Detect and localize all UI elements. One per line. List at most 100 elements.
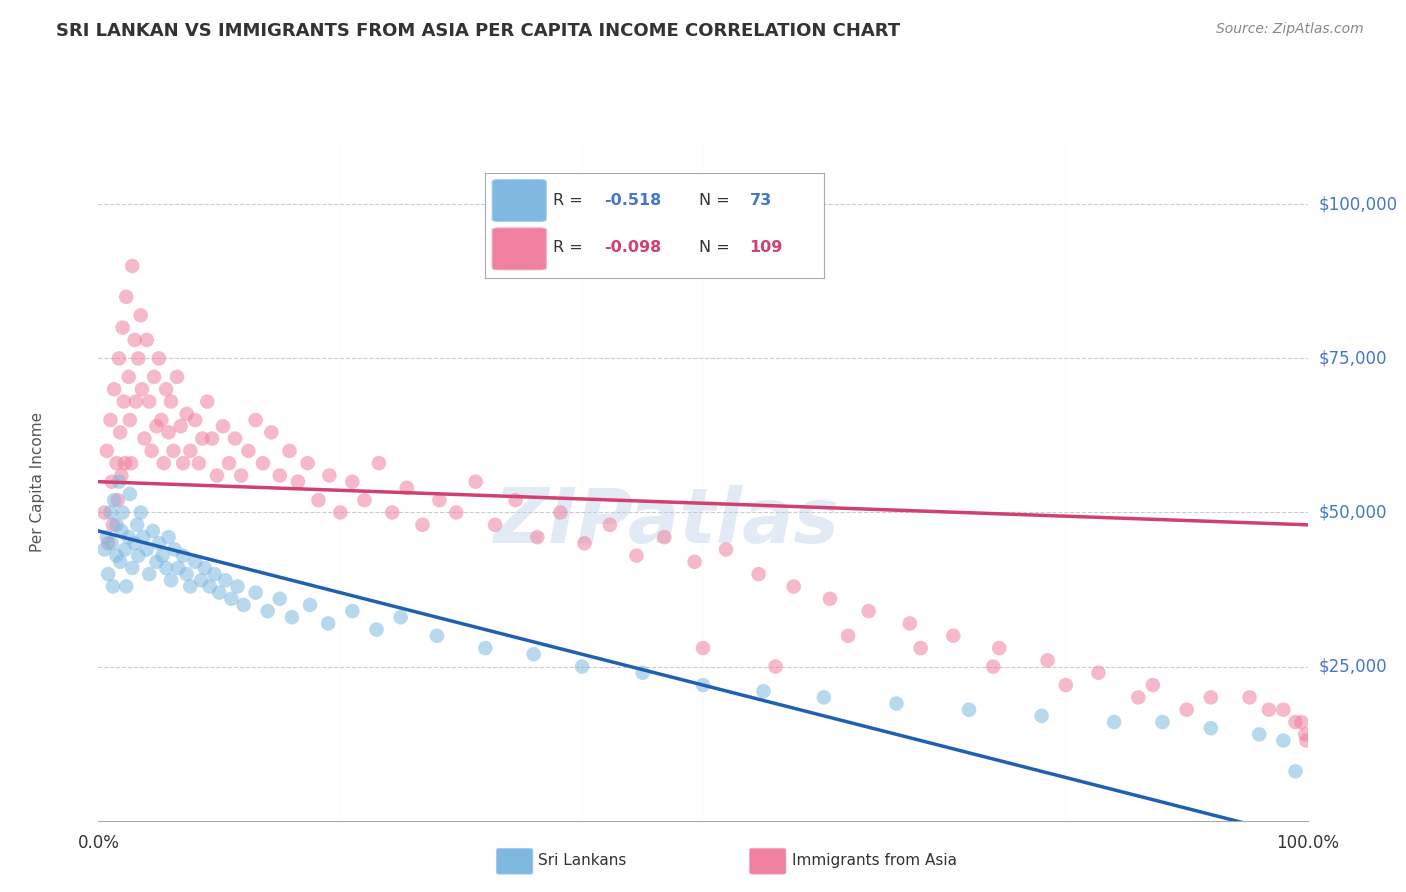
Point	[287, 475, 309, 489]
Point	[316, 616, 339, 631]
Point	[145, 555, 167, 569]
Point	[1054, 678, 1077, 692]
Point	[245, 585, 267, 599]
Point	[163, 542, 186, 557]
Point	[166, 370, 188, 384]
Point	[179, 579, 201, 593]
Point	[108, 555, 131, 569]
Point	[142, 524, 165, 538]
Point	[281, 610, 304, 624]
Point	[131, 382, 153, 396]
Point	[103, 493, 125, 508]
Point	[160, 574, 183, 588]
Point	[1284, 764, 1306, 779]
Point	[366, 623, 388, 637]
Point	[152, 456, 174, 470]
Point	[194, 561, 217, 575]
Point	[765, 659, 787, 673]
Point	[1272, 703, 1295, 717]
Point	[118, 413, 141, 427]
Point	[1199, 690, 1222, 705]
Point	[155, 561, 177, 575]
Point	[190, 574, 212, 588]
Point	[329, 506, 352, 520]
Point	[120, 456, 142, 470]
Point	[426, 629, 449, 643]
Point	[101, 579, 124, 593]
Point	[100, 475, 122, 489]
Point	[226, 579, 249, 593]
Text: Sri Lankans: Sri Lankans	[538, 854, 627, 868]
Point	[135, 333, 157, 347]
Point	[298, 598, 321, 612]
Point	[118, 370, 141, 384]
Point	[157, 530, 180, 544]
Point	[108, 351, 131, 366]
Point	[141, 443, 163, 458]
Point	[446, 506, 468, 520]
Point	[1272, 733, 1295, 747]
Point	[176, 567, 198, 582]
Point	[342, 475, 364, 489]
Point	[368, 456, 391, 470]
Point	[1257, 703, 1279, 717]
Point	[353, 493, 375, 508]
Point	[96, 443, 118, 458]
Point	[1295, 733, 1317, 747]
Point	[103, 382, 125, 396]
Point	[145, 419, 167, 434]
Point	[108, 425, 131, 440]
Point	[981, 659, 1004, 673]
Point	[318, 468, 340, 483]
Point	[218, 456, 240, 470]
Point	[138, 394, 160, 409]
Point	[93, 542, 115, 557]
Point	[221, 591, 243, 606]
Point	[138, 567, 160, 582]
Point	[110, 524, 132, 538]
Point	[389, 610, 412, 624]
Point	[429, 493, 451, 508]
Point	[574, 536, 596, 550]
Point	[148, 351, 170, 366]
Point	[1175, 703, 1198, 717]
Point	[208, 585, 231, 599]
Point	[152, 549, 174, 563]
Point	[342, 604, 364, 618]
Point	[988, 641, 1011, 656]
Point	[114, 542, 136, 557]
Point	[1031, 709, 1053, 723]
Point	[143, 370, 166, 384]
Point	[100, 536, 122, 550]
Point	[252, 456, 274, 470]
Point	[571, 659, 593, 673]
Point	[692, 678, 714, 692]
Point	[652, 530, 675, 544]
Point	[269, 591, 291, 606]
Point	[297, 456, 319, 470]
Point	[837, 629, 859, 643]
Point	[411, 517, 433, 532]
Point	[129, 506, 152, 520]
Point	[187, 456, 209, 470]
Point	[198, 579, 221, 593]
Point	[599, 517, 621, 532]
Text: Immigrants from Asia: Immigrants from Asia	[792, 854, 956, 868]
Point	[692, 641, 714, 656]
Point	[1128, 690, 1150, 705]
Point	[97, 567, 120, 582]
Point	[124, 333, 146, 347]
Point	[176, 407, 198, 421]
Point	[107, 493, 129, 508]
Point	[111, 320, 134, 334]
Point	[201, 432, 224, 446]
Point	[195, 394, 218, 409]
Text: Per Capita Income: Per Capita Income	[31, 411, 45, 552]
Point	[105, 456, 128, 470]
Point	[97, 536, 120, 550]
Point	[269, 468, 291, 483]
Point	[748, 567, 770, 582]
Point	[148, 536, 170, 550]
Point	[96, 530, 118, 544]
Point	[782, 579, 804, 593]
